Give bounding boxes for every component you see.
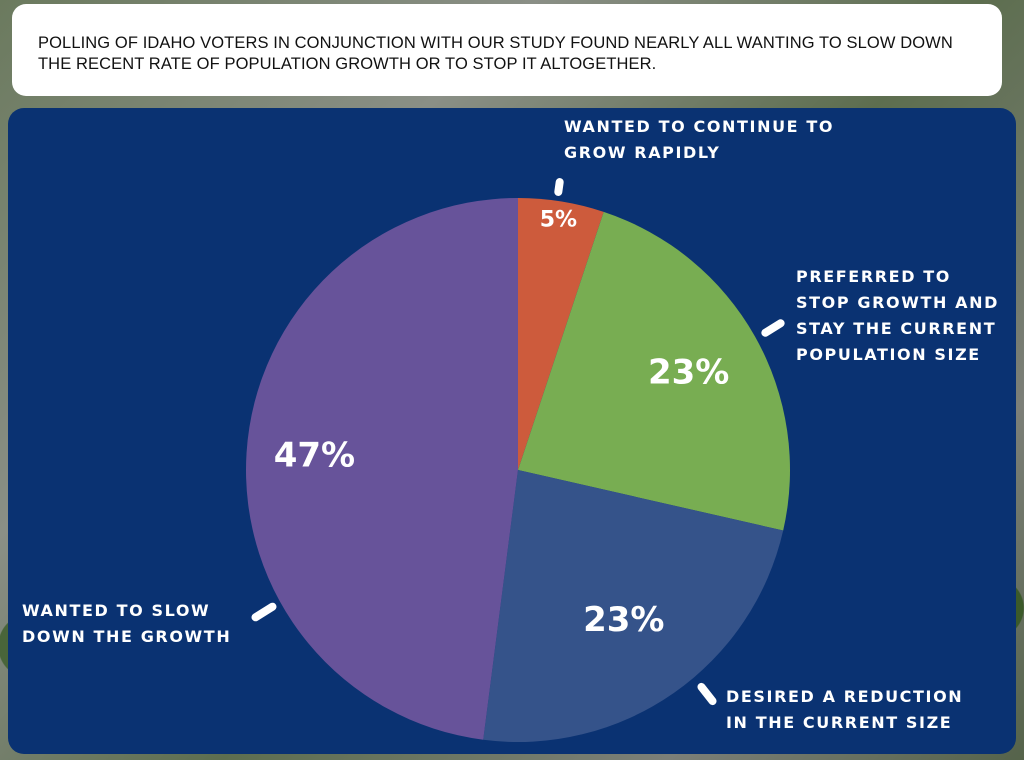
label-continue: WANTED TO CONTINUE TO GROW RAPIDLY [564, 117, 835, 162]
pct-label: 23% [583, 600, 664, 640]
slice-reduce [483, 470, 784, 742]
pct-label: 23% [648, 352, 729, 392]
pct-label: 5% [540, 207, 577, 232]
slice-stop [518, 211, 790, 531]
slice-continue [518, 198, 604, 470]
label-stop: PREFERRED TO STOP GROWTH AND STAY THE CU… [796, 267, 999, 364]
header-banner [12, 4, 1002, 96]
pct-label: 47% [274, 435, 355, 475]
label-slow: WANTED TO SLOW DOWN THE GROWTH [22, 601, 232, 646]
label-reduce: DESIRED A REDUCTION IN THE CURRENT SIZE [726, 687, 964, 732]
header-text: POLLING OF IDAHO VOTERS IN CONJUNCTION W… [38, 34, 953, 73]
slice-slow [245, 198, 518, 740]
